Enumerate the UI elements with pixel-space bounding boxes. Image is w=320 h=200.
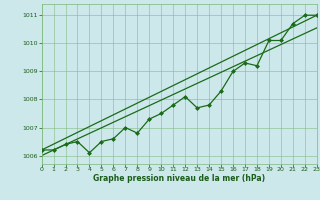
X-axis label: Graphe pression niveau de la mer (hPa): Graphe pression niveau de la mer (hPa) <box>93 174 265 183</box>
